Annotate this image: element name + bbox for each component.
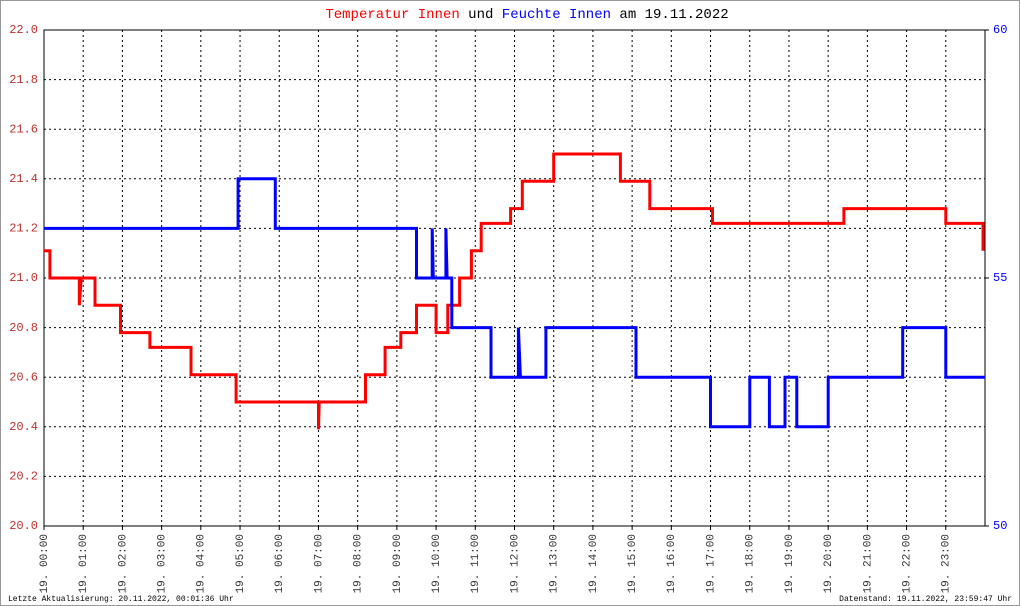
y-tick-label: 20.2 [9,470,38,484]
title-series-2: Feuchte Innen [502,7,611,23]
footer-left: Letzte Aktualisierung: 20.11.2022, 00:01… [8,595,234,604]
y-tick-label: 21.0 [9,271,38,285]
x-tick-label: 19. 22:00 [901,534,913,593]
series-line [44,152,985,430]
title-suffix: am 19.11.2022 [619,7,728,23]
chart-title: Temperatur Innen und Feuchte Innen am 19… [325,7,728,23]
plot-frame [43,29,986,527]
y-tick-label: 22.0 [9,23,38,37]
x-tick-label: 19. 15:00 [627,534,639,593]
x-tick-label: 19. 05:00 [235,534,247,593]
x-tick-label: 19. 02:00 [117,534,129,593]
x-tick-label: 19. 16:00 [666,534,678,593]
x-tick-label: 19. 09:00 [392,534,404,593]
y-tick-label: 20.8 [9,321,38,335]
title-connector: und [468,7,493,23]
x-tick-label: 19. 14:00 [588,534,600,593]
footer-right: Datenstand: 19.11.2022, 23:59:47 Uhr [839,595,1012,604]
y2-tick-label: 60 [993,23,1007,37]
x-tick-label: 19. 07:00 [313,534,325,593]
x-tick-label: 19. 10:00 [431,534,443,593]
y-tick-label: 21.4 [9,172,38,186]
title-series-1: Temperatur Innen [325,7,459,23]
y-tick-label: 21.6 [9,122,38,136]
x-tick-label: 19. 13:00 [549,534,561,593]
y-tick-label: 20.0 [9,519,38,533]
x-tick-label: 19. 21:00 [862,534,874,593]
x-tick-label: 19. 17:00 [705,534,717,593]
x-tick-label: 19. 08:00 [353,534,365,593]
x-tick-label: 19. 04:00 [196,534,208,593]
x-tick-label: 19. 01:00 [78,534,90,593]
y-tick-label: 21.8 [9,73,38,87]
x-tick-label: 19. 03:00 [157,534,169,593]
y-tick-label: 20.4 [9,420,38,434]
x-tick-label: 19. 19:00 [784,534,796,593]
y-tick-label: 20.6 [9,370,38,384]
series-line [44,177,985,429]
x-tick-label: 19. 11:00 [470,534,482,593]
y2-tick-label: 50 [993,519,1007,533]
x-tick-label: 19. 12:00 [509,534,521,593]
x-tick-label: 19. 18:00 [745,534,757,593]
x-tick-label: 19. 06:00 [274,534,286,593]
y-tick-label: 21.2 [9,222,38,236]
x-tick-label: 19. 23:00 [941,534,953,593]
x-tick-label: 19. 20:00 [823,534,835,593]
x-tick-label: 19. 00:00 [39,534,51,593]
y2-tick-label: 55 [993,271,1007,285]
